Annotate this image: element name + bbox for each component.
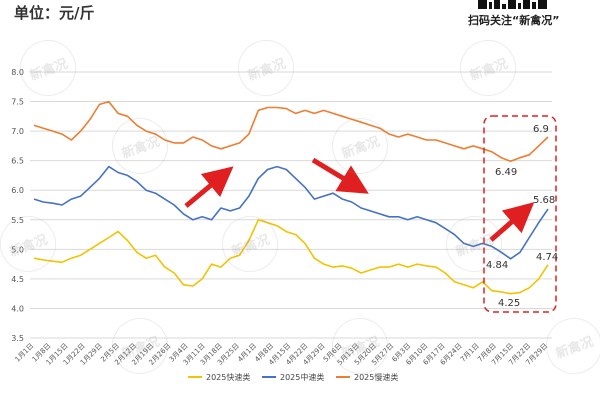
x-axis-tick-labels: 1月1日1月8日1月15日1月22日1月29日2月5日2月12日2月19日2月2… [14,342,550,367]
y-tick-label: 5.5 [11,216,24,225]
y-tick-label: 7.0 [11,127,24,136]
legend: 2025快速类 2025中速类 2025慢速类 [188,372,398,382]
data-label-fast-end: 4.74 [536,252,558,263]
up-arrow-2 [489,202,535,242]
data-label-medium-min: 4.84 [486,260,508,271]
unit-label: 单位：元/斤 [14,4,95,22]
trend-arrows [184,157,535,242]
y-axis-tick-labels: 3.5 4.0 4.5 5.0 5.5 6.0 6.5 7.0 7.5 8.0 [11,68,24,343]
gridlines [30,71,552,339]
data-label-fast-min: 4.25 [498,298,520,309]
y-tick-label: 3.5 [11,334,24,343]
y-tick-label: 4.5 [11,275,24,284]
y-tick-label: 6.5 [11,157,24,166]
data-labels: 6.9 6.49 5.68 4.84 4.74 4.25 [486,124,558,309]
y-tick-label: 7.5 [11,98,24,107]
series-line-1 [33,165,549,260]
y-tick-label: 4.0 [11,304,24,313]
qr-code-strip-icon [478,0,547,9]
data-label-slow-end: 6.9 [533,124,549,135]
brand-caption: 扫码关注“新禽况” [468,14,560,27]
up-arrow-1 [184,166,234,208]
y-tick-label: 8.0 [11,68,24,77]
series-line-2 [33,100,549,163]
data-label-slow-min: 6.49 [495,167,517,178]
legend-label: 2025中速类 [280,372,324,382]
data-label-medium-end: 5.68 [533,195,555,206]
legend-label: 2025慢速类 [354,372,398,382]
y-tick-label: 6.0 [11,186,24,195]
series-line-0 [33,219,549,295]
legend-label: 2025快速类 [206,372,250,382]
y-tick-label: 5.0 [11,245,24,254]
series-lines [33,100,549,295]
down-arrow [311,157,369,194]
